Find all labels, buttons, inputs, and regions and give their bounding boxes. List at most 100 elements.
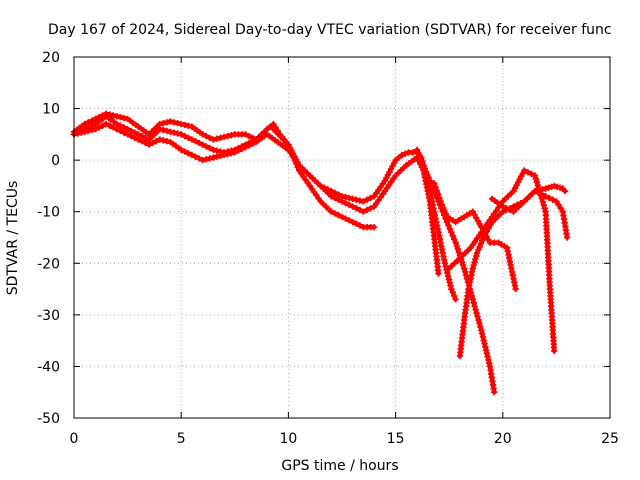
data-point-marker: [479, 237, 486, 244]
series-line: [271, 126, 458, 302]
data-point-marker: [395, 154, 403, 161]
data-point-marker: [349, 218, 356, 226]
data-point-marker: [447, 282, 454, 290]
data-point-marker: [206, 155, 213, 162]
y-tick-label: 20: [42, 50, 60, 66]
data-point-marker: [210, 136, 217, 143]
data-point-marker: [210, 146, 217, 154]
data-point-marker: [342, 193, 349, 201]
data-point-marker: [249, 140, 256, 148]
data-point-marker: [188, 151, 196, 159]
data-point-marker: [531, 172, 539, 179]
data-point-marker: [338, 213, 346, 221]
data-point-marker: [192, 153, 199, 160]
data-point-marker: [471, 259, 478, 266]
x-axis-label: GPS time / hours: [281, 458, 398, 474]
data-point-marker: [235, 147, 242, 154]
data-point-marker: [470, 262, 477, 269]
data-point-marker: [320, 184, 328, 191]
data-point-marker: [470, 299, 477, 307]
data-point-marker: [181, 132, 188, 140]
data-point-marker: [451, 292, 458, 300]
data-point-marker: [360, 208, 367, 215]
data-point-marker: [432, 183, 439, 191]
data-point-marker: [524, 168, 532, 176]
data-point-marker: [453, 242, 460, 250]
data-point-marker: [317, 182, 324, 190]
data-point-marker: [418, 159, 426, 166]
data-point-marker: [367, 194, 374, 202]
y-tick-label: -10: [37, 205, 60, 221]
data-point-marker: [454, 245, 461, 253]
data-point-marker: [353, 220, 360, 227]
data-point-marker: [448, 229, 455, 236]
data-point-marker: [449, 232, 456, 239]
data-point-marker: [521, 167, 528, 174]
chart-title: Day 167 of 2024, Sidereal Day-to-day VTE…: [48, 22, 612, 38]
data-point-marker: [426, 177, 434, 184]
data-point-marker: [475, 246, 482, 254]
data-point-marker: [203, 143, 210, 150]
data-point-marker: [120, 129, 128, 136]
data-point-marker: [185, 122, 192, 129]
data-point-marker: [561, 187, 569, 195]
data-point-marker: [471, 303, 478, 310]
data-point-marker: [110, 124, 117, 131]
data-point-marker: [328, 208, 335, 215]
data-point-marker: [449, 289, 456, 296]
x-tick-label: 15: [387, 431, 405, 447]
data-point-marker: [178, 131, 185, 138]
data-point-marker: [420, 162, 427, 169]
data-point-marker: [156, 126, 163, 133]
data-point-marker: [356, 206, 364, 214]
data-point-marker: [163, 127, 171, 135]
data-point-marker: [477, 323, 484, 331]
data-point-marker: [192, 138, 199, 145]
data-point-marker: [367, 205, 374, 212]
data-point-marker: [85, 127, 92, 135]
data-point-marker: [160, 119, 167, 127]
data-point-marker: [88, 126, 96, 134]
data-point-marker: [124, 131, 131, 138]
data-point-marker: [185, 134, 192, 141]
data-point-marker: [199, 131, 206, 138]
data-point-marker: [475, 316, 482, 324]
data-point-marker: [542, 193, 549, 200]
data-point-marker: [203, 132, 210, 140]
y-tick-label: -20: [37, 256, 60, 272]
data-point-marker: [349, 195, 356, 203]
data-point-marker: [203, 156, 210, 163]
data-point-marker: [416, 152, 423, 160]
data-point-marker: [170, 129, 178, 136]
y-tick-label: 10: [42, 102, 60, 118]
data-point-marker: [445, 276, 453, 283]
data-point-marker: [551, 347, 558, 355]
data-point-marker: [353, 196, 360, 203]
data-point-marker: [263, 131, 271, 138]
data-point-marker: [442, 210, 449, 217]
data-point-marker: [185, 150, 192, 157]
data-point-marker: [438, 201, 446, 208]
data-point-marker: [506, 206, 514, 214]
data-point-marker: [160, 137, 167, 144]
data-point-marker: [245, 142, 253, 149]
data-point-marker: [95, 124, 103, 131]
data-point-marker: [74, 130, 81, 137]
grid: [74, 57, 610, 418]
data-point-marker: [549, 196, 557, 203]
data-point-marker: [531, 187, 539, 195]
data-point-marker: [174, 130, 181, 137]
data-point-marker: [113, 126, 121, 133]
data-point-marker: [417, 155, 425, 163]
data-point-marker: [491, 389, 498, 396]
data-point-marker: [127, 132, 135, 140]
data-point-marker: [163, 138, 171, 145]
x-tick-label: 0: [70, 431, 79, 447]
data-point-marker: [441, 207, 448, 214]
data-point-marker: [178, 120, 185, 128]
data-point-marker: [360, 198, 367, 205]
data-point-marker: [452, 296, 459, 303]
data-point-marker: [199, 156, 206, 164]
data-point-marker: [538, 191, 546, 198]
data-point-marker: [503, 205, 510, 212]
